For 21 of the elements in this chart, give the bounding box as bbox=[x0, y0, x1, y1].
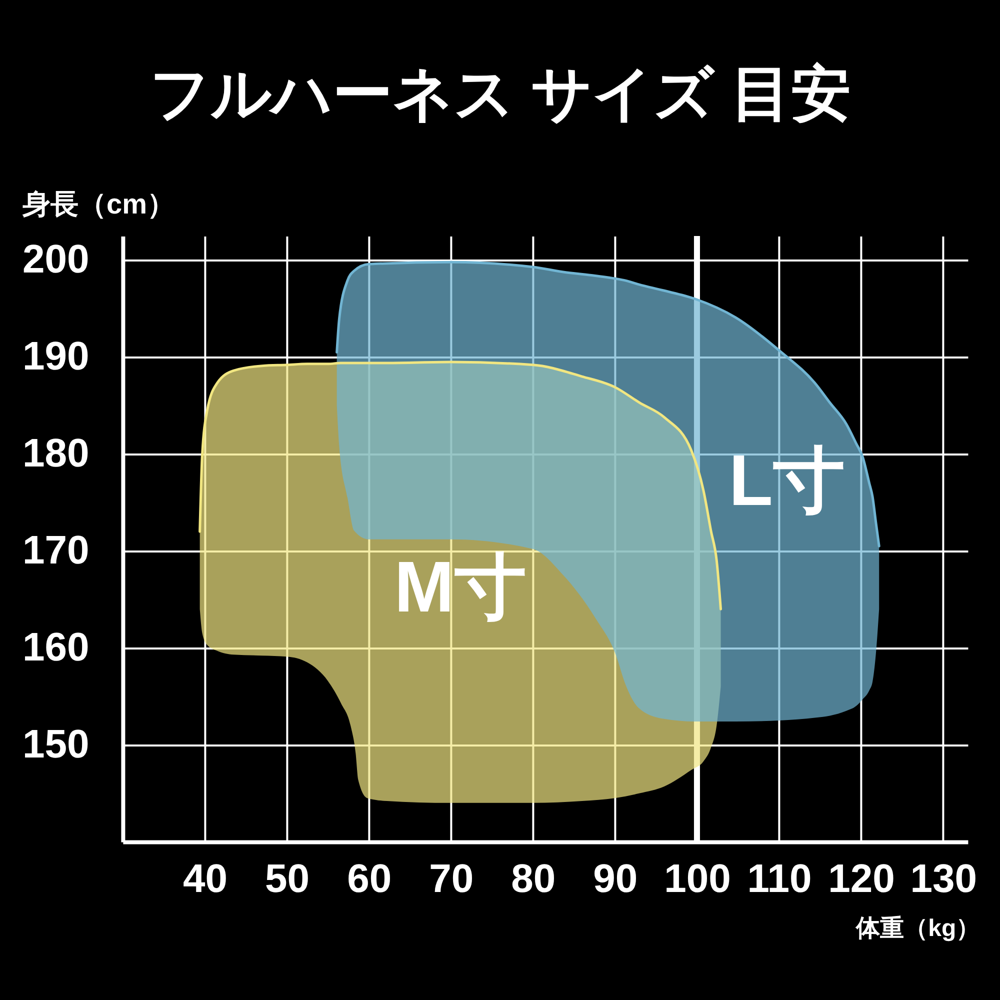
y-tick-label: 160 bbox=[22, 625, 90, 670]
y-tick-label: 150 bbox=[22, 722, 90, 766]
x-tick-label: 80 bbox=[511, 857, 556, 902]
y-tick-label: 170 bbox=[22, 528, 90, 572]
x-axis-title: 体重（kg） bbox=[855, 915, 980, 942]
y-axis-title: 身長（cm） bbox=[22, 188, 175, 220]
x-tick-label: 120 bbox=[828, 857, 895, 902]
x-tick-label: 130 bbox=[910, 857, 977, 902]
text: M寸 bbox=[394, 548, 526, 628]
y-tick-label: 190 bbox=[22, 334, 90, 379]
x-tick-label: 110 bbox=[747, 857, 812, 902]
y-tick-label: 180 bbox=[22, 432, 90, 476]
x-tick-label: 90 bbox=[593, 857, 638, 902]
series-label: L寸 bbox=[728, 441, 845, 522]
x-tick-label: 40 bbox=[182, 857, 228, 902]
y-tick-label: 200 bbox=[22, 238, 90, 282]
x-tick-label: 50 bbox=[265, 857, 310, 902]
chart-title: フルハーネス サイズ 目安 bbox=[150, 60, 851, 127]
x-tick-label: 60 bbox=[347, 857, 392, 902]
x-tick-label: 70 bbox=[429, 857, 474, 902]
x-tick-label: 100 bbox=[664, 857, 731, 902]
